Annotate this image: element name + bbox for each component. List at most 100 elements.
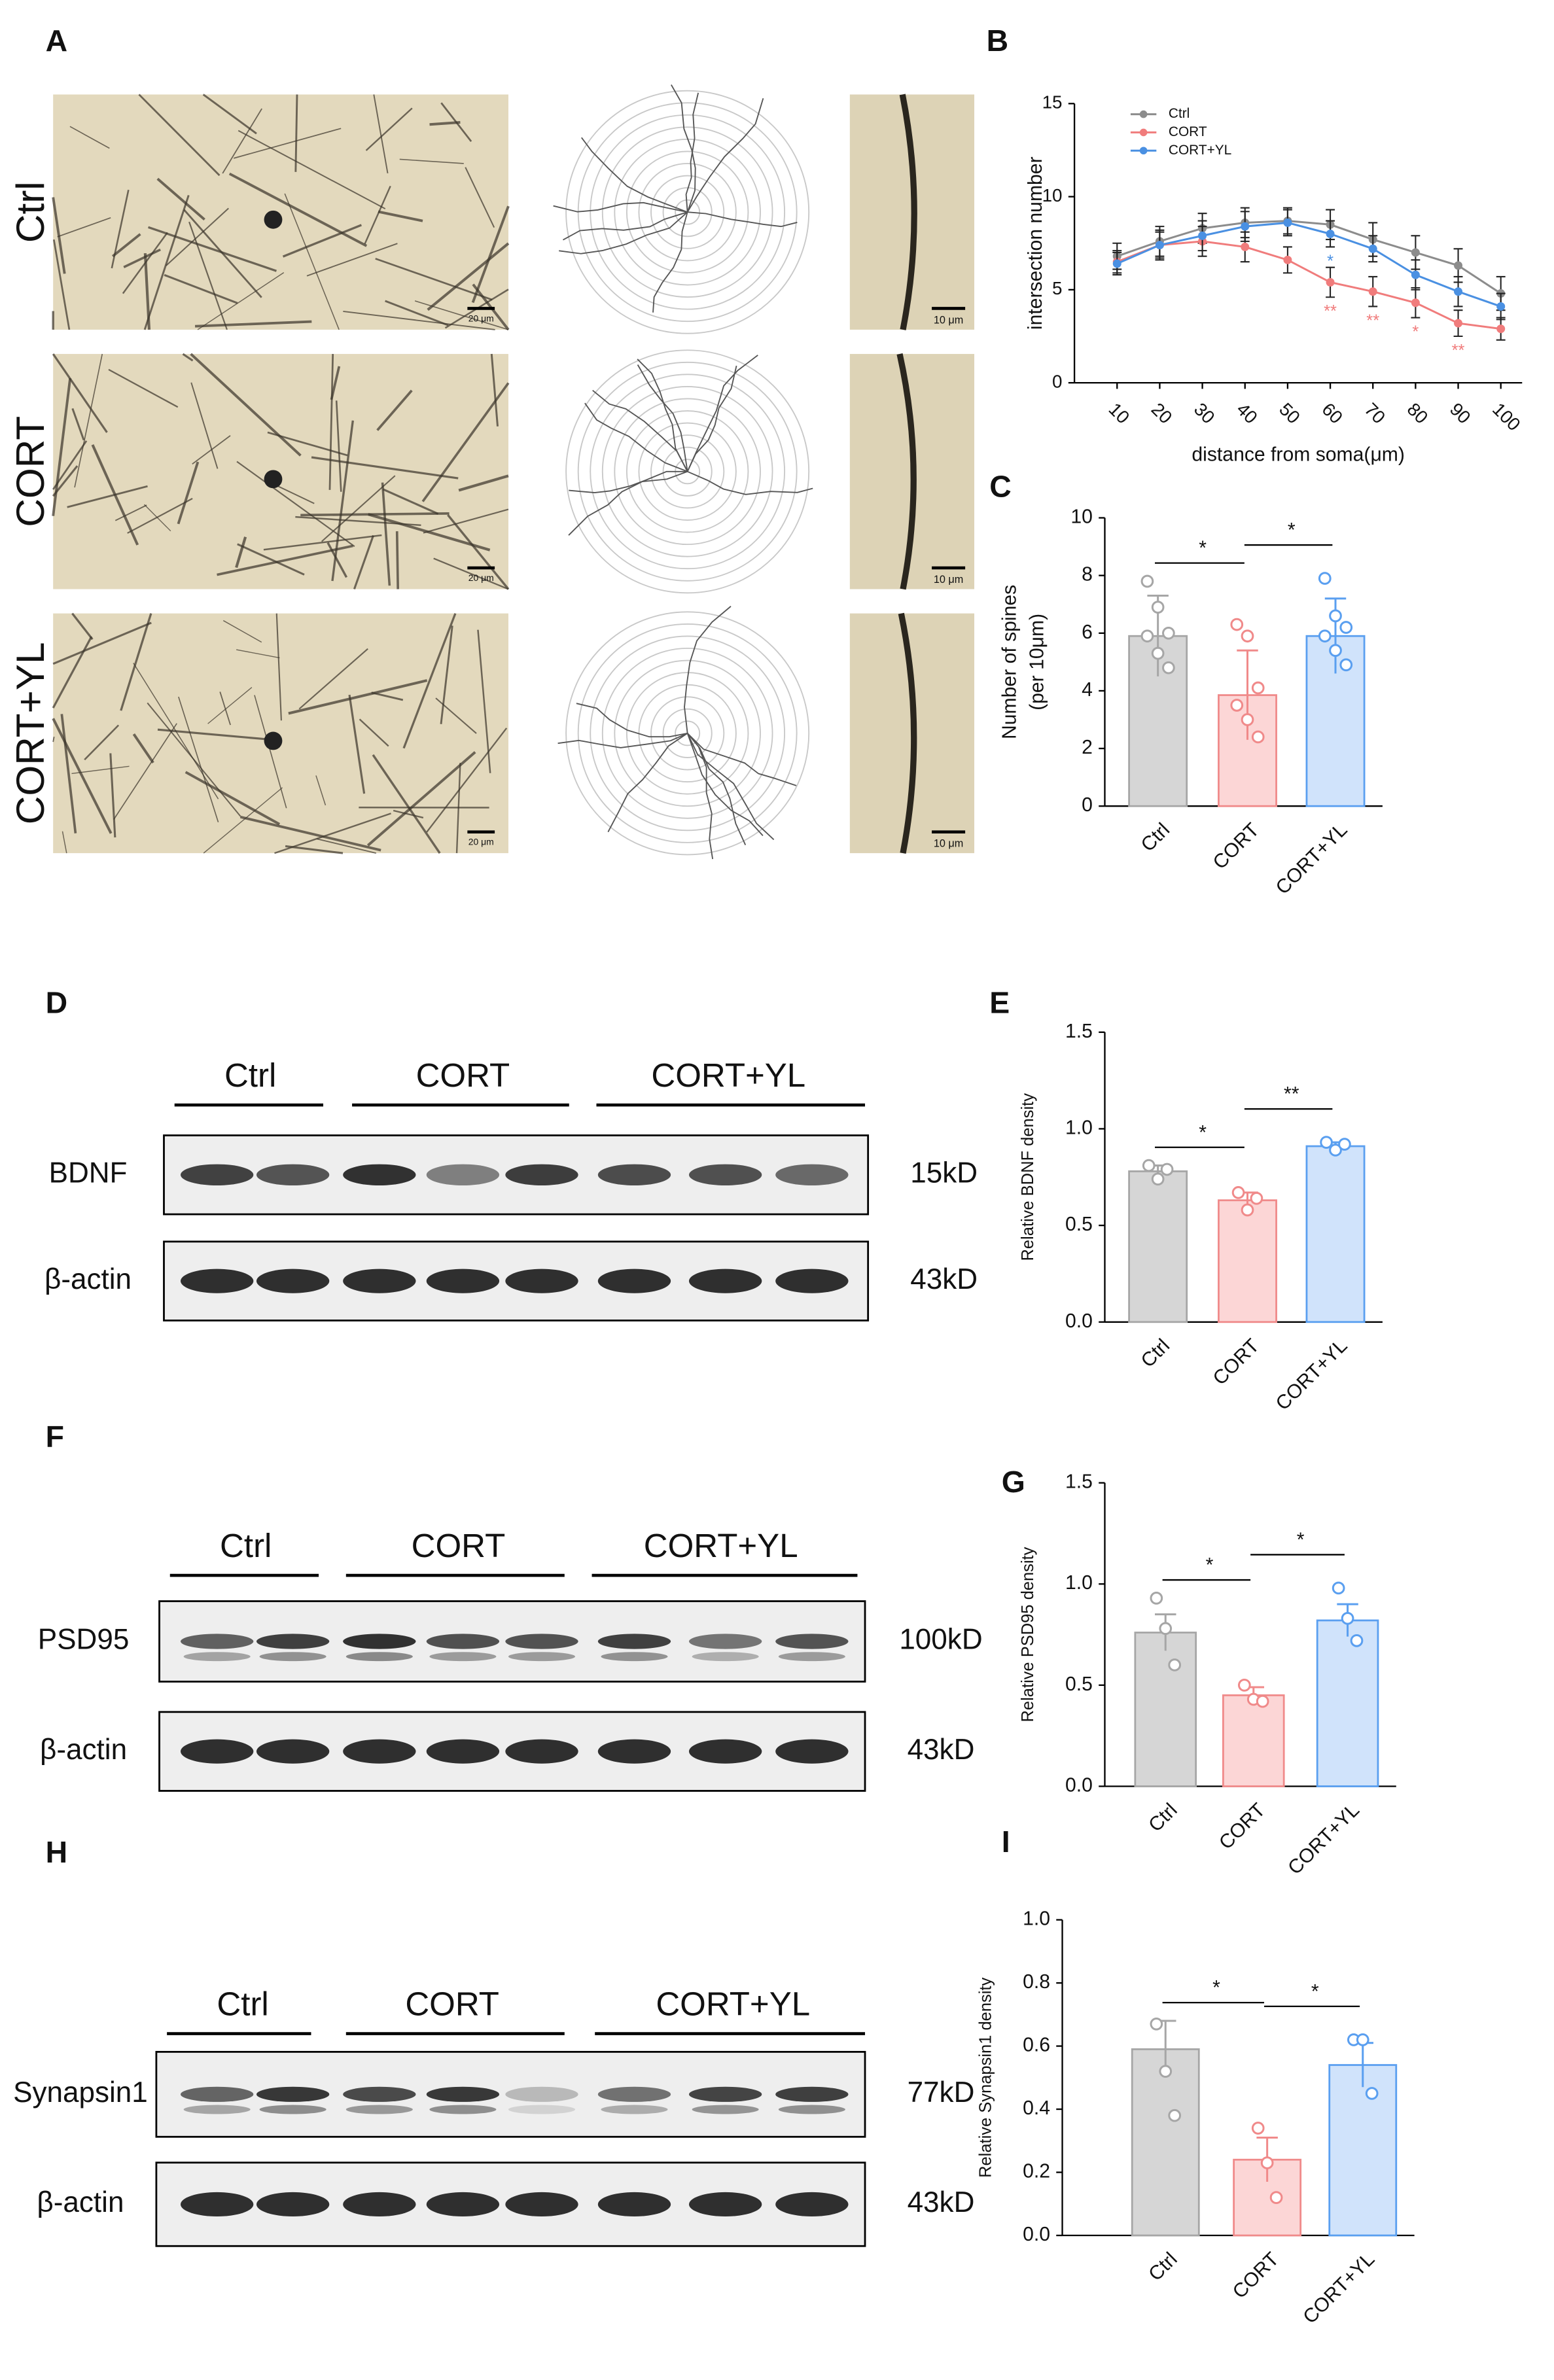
row-label: CORT+YL xyxy=(8,642,52,825)
x-tick-label: 60 xyxy=(1318,399,1347,428)
data-point xyxy=(1269,2191,1283,2204)
protein-band xyxy=(256,1739,330,1764)
dendrite xyxy=(71,612,94,640)
dendrite xyxy=(62,831,67,854)
lane-group-label: Ctrl xyxy=(217,1985,268,2022)
sholl-ring xyxy=(626,150,749,273)
sholl-trace xyxy=(637,364,688,472)
micrograph xyxy=(53,94,508,330)
molecular-weight: 43kD xyxy=(910,1263,978,1295)
row-label: Ctrl xyxy=(8,181,52,243)
dendrite xyxy=(182,353,194,362)
sholl-ring xyxy=(590,374,786,570)
y-axis-label: intersection number xyxy=(1025,156,1046,330)
data-point xyxy=(1338,1138,1351,1151)
y-tick-label: 0.5 xyxy=(1065,1214,1093,1235)
protein-band xyxy=(181,1634,254,1649)
sholl-ring xyxy=(662,708,713,758)
dendrite xyxy=(465,167,495,228)
sholl-trace xyxy=(686,733,764,837)
protein-band xyxy=(256,1269,330,1293)
dendrite xyxy=(228,172,368,247)
dendrite xyxy=(343,310,495,330)
dendrite xyxy=(275,613,282,721)
data-point xyxy=(1326,277,1335,287)
dendrite xyxy=(381,482,391,586)
legend-marker xyxy=(1139,147,1148,155)
data-point xyxy=(1241,222,1250,231)
dendrite xyxy=(52,621,152,665)
protein-band xyxy=(597,1269,671,1293)
panel-label: E xyxy=(989,985,1010,1019)
protein-label: β-actin xyxy=(37,2186,124,2218)
dendrite xyxy=(138,94,221,177)
sholl-trace xyxy=(652,211,688,313)
significance-mark: ** xyxy=(1324,302,1337,321)
data-point xyxy=(1112,259,1121,268)
dendrite xyxy=(372,754,441,854)
scale-bar-label: 20 μm xyxy=(468,837,494,847)
dendrite xyxy=(477,629,491,773)
sholl-trace xyxy=(568,470,688,536)
sholl-trace xyxy=(584,402,688,472)
x-tick-label: 10 xyxy=(1105,399,1134,428)
dendrite xyxy=(120,613,152,711)
data-point xyxy=(1251,681,1265,695)
x-tick-label: CORT+YL xyxy=(1284,1799,1364,1879)
dendrite xyxy=(365,107,413,151)
dendrite xyxy=(274,813,391,854)
dendrite xyxy=(188,221,228,330)
dendrite xyxy=(115,504,147,521)
protein-band xyxy=(505,1269,578,1293)
data-point xyxy=(1160,1163,1174,1176)
significance-mark: ** xyxy=(1452,341,1465,360)
dendrite xyxy=(327,542,348,578)
dendrite xyxy=(222,108,262,174)
x-tick-label: CORT+YL xyxy=(1272,1335,1352,1415)
dendrite xyxy=(440,625,453,724)
dendrite xyxy=(368,513,491,551)
protein-band xyxy=(343,1739,416,1764)
protein-band xyxy=(426,2086,500,2102)
sholl-trace xyxy=(553,201,688,213)
protein-band xyxy=(505,1164,578,1186)
sholl-ring xyxy=(590,635,786,831)
sholl-ring xyxy=(675,199,701,225)
scale-bar-label: 10 μm xyxy=(934,837,963,849)
sholl-trace xyxy=(687,733,797,786)
protein-band xyxy=(345,1652,413,1662)
dendrite xyxy=(328,354,334,490)
dendrite xyxy=(164,273,238,304)
dendrite xyxy=(74,353,103,488)
series-line xyxy=(1116,240,1501,330)
protein-band xyxy=(183,1652,251,1662)
data-point xyxy=(1454,261,1463,270)
dendrite xyxy=(288,679,428,715)
dendrite xyxy=(202,94,257,135)
protein-band xyxy=(597,2192,671,2217)
significance-mark: * xyxy=(1288,519,1296,541)
protein-band xyxy=(597,1164,671,1186)
significance-mark: ** xyxy=(1284,1083,1299,1105)
data-point xyxy=(1496,324,1506,334)
y-tick-label: 0.0 xyxy=(1023,2224,1050,2245)
data-point xyxy=(1454,287,1463,296)
protein-band xyxy=(505,2086,578,2102)
protein-band xyxy=(597,1739,671,1764)
data-point xyxy=(1454,319,1463,328)
y-tick-label: 8 xyxy=(1082,564,1093,586)
scale-bar-label: 10 μm xyxy=(934,574,963,586)
series-line xyxy=(1116,220,1502,294)
sholl-ring xyxy=(662,187,713,237)
bar xyxy=(1328,2064,1398,2237)
dendrite xyxy=(423,508,509,534)
dendrite xyxy=(233,128,342,159)
x-tick-label: 100 xyxy=(1489,399,1525,435)
y-tick-label: 0.5 xyxy=(1065,1673,1093,1695)
data-point xyxy=(1151,601,1165,614)
dendrite xyxy=(143,253,151,330)
dendrite xyxy=(236,461,355,548)
dendrite xyxy=(300,512,450,517)
significance-mark: * xyxy=(1199,538,1207,559)
x-tick-label: CORT xyxy=(1209,1335,1263,1390)
